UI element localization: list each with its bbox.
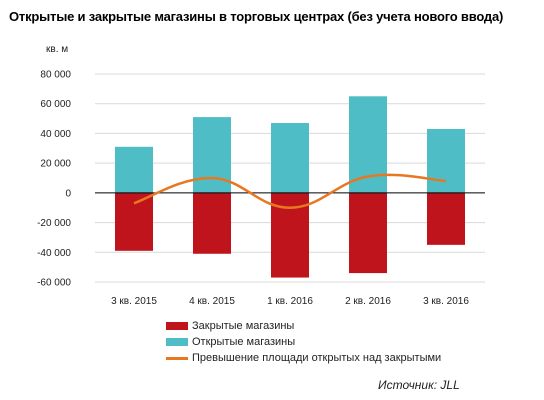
y-tick-label: 80 000 <box>40 70 71 81</box>
chart-legend: Закрытые магазины Открытые магазины Прев… <box>166 318 441 366</box>
bar-closed-1 <box>115 192 153 251</box>
bar-opened-1 <box>115 146 153 193</box>
y-tick-label: -20 000 <box>37 218 71 229</box>
x-tick-label: 1 кв. 2016 <box>267 296 313 307</box>
line-excess <box>133 173 447 209</box>
y-tick-label: -60 000 <box>37 278 71 289</box>
y-tick-label: 0 <box>65 188 71 199</box>
x-tick-label: 3 кв. 2016 <box>423 296 469 307</box>
chart-title: Открытые и закрытые магазины в торговых … <box>9 9 504 24</box>
x-tick-label: 2 кв. 2016 <box>345 296 391 307</box>
legend-label-closed: Закрытые магазины <box>192 320 295 332</box>
bar-opened-3 <box>271 123 309 193</box>
legend-swatch-excess <box>166 356 188 360</box>
x-tick-label: 4 кв. 2015 <box>189 296 235 307</box>
x-tick-label: 3 кв. 2015 <box>111 296 157 307</box>
bar-closed-4 <box>349 192 387 274</box>
bar-closed-5 <box>427 192 465 245</box>
legend-item-excess: Превышение площади открытых над закрытым… <box>166 350 441 366</box>
y-tick-label: 40 000 <box>40 129 71 140</box>
legend-swatch-closed <box>166 322 188 330</box>
legend-item-opened: Открытые магазины <box>166 334 441 350</box>
bar-closed-2 <box>193 192 231 254</box>
source-note: Источник: JLL <box>378 378 460 392</box>
y-tick-label: 60 000 <box>40 99 71 110</box>
bar-opened-4 <box>349 96 387 193</box>
bar-opened-5 <box>427 128 465 193</box>
legend-label-excess: Превышение площади открытых над закрытым… <box>192 352 442 364</box>
legend-swatch-opened <box>166 338 188 346</box>
y-tick-label: 20 000 <box>40 159 71 170</box>
y-tick-label: -40 000 <box>37 248 71 259</box>
legend-label-opened: Открытые магазины <box>192 336 296 348</box>
y-axis-unit-label: кв. м <box>46 44 69 55</box>
legend-item-closed: Закрытые магазины <box>166 318 441 334</box>
